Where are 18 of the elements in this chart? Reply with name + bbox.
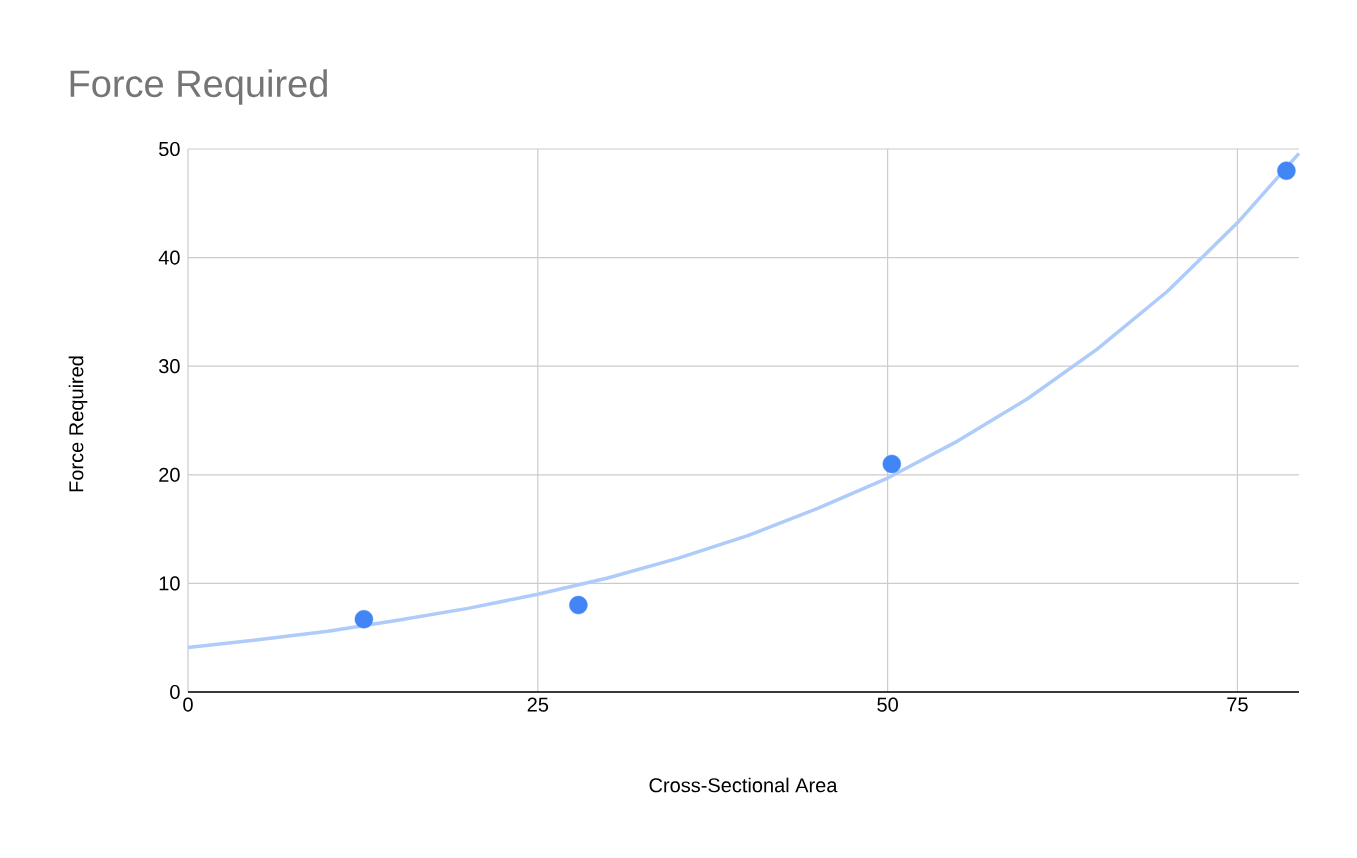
y-tick-label: 20 [159, 467, 180, 482]
x-tick-label: 75 [1227, 697, 1248, 712]
chart-title: Force Required [70, 69, 327, 105]
point [569, 595, 588, 615]
y-tick-label: 30 [159, 359, 180, 374]
x-tick-label: 50 [877, 697, 898, 712]
x-tick-label: 25 [527, 697, 549, 712]
y-tick-label: 40 [158, 250, 180, 265]
y-tick-label: 50 [159, 141, 180, 157]
x-tick-label: 0 [183, 697, 193, 712]
point [882, 454, 902, 474]
point [1277, 161, 1296, 180]
y-axis-title: Force Required [68, 356, 88, 492]
x-axis-title: Cross-Sectional Area [649, 777, 838, 793]
point [354, 610, 374, 629]
line-series [186, 151, 1301, 650]
y-tick-label: 10 [159, 576, 180, 591]
y-tick-label: 0 [170, 684, 180, 700]
